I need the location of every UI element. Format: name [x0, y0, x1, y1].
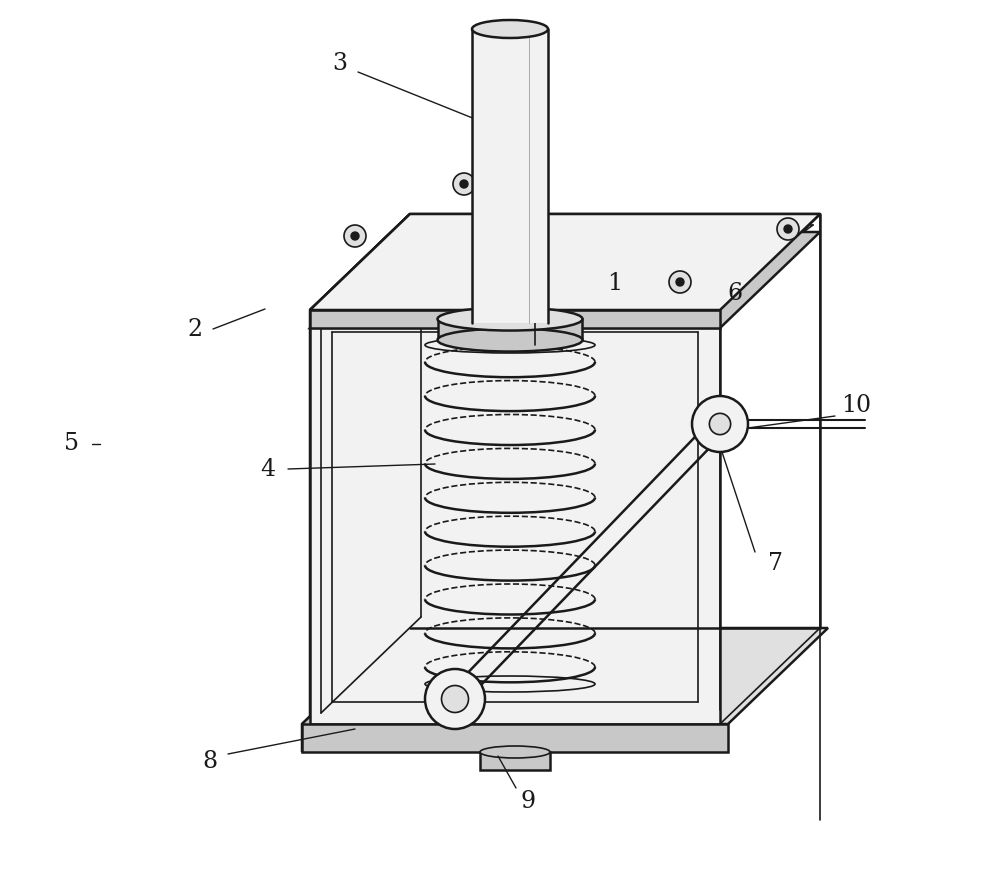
- Circle shape: [442, 685, 468, 713]
- Circle shape: [453, 173, 475, 195]
- Text: 7: 7: [768, 552, 782, 575]
- Circle shape: [777, 218, 799, 240]
- Text: 3: 3: [332, 52, 348, 75]
- Circle shape: [425, 669, 485, 729]
- Polygon shape: [310, 214, 820, 310]
- Text: 8: 8: [202, 751, 218, 774]
- Polygon shape: [310, 214, 820, 328]
- Text: 6: 6: [727, 283, 743, 306]
- Text: 1: 1: [607, 272, 623, 295]
- Circle shape: [460, 180, 468, 188]
- Circle shape: [351, 232, 359, 240]
- Circle shape: [344, 225, 366, 247]
- Polygon shape: [310, 214, 820, 310]
- Polygon shape: [310, 310, 720, 328]
- Polygon shape: [302, 628, 828, 724]
- Ellipse shape: [472, 20, 548, 38]
- Ellipse shape: [438, 308, 582, 331]
- Polygon shape: [302, 724, 728, 752]
- Circle shape: [669, 271, 691, 293]
- Circle shape: [784, 225, 792, 233]
- Circle shape: [676, 278, 684, 286]
- Ellipse shape: [480, 746, 550, 758]
- Text: 9: 9: [520, 790, 536, 813]
- Text: 4: 4: [260, 458, 276, 481]
- Polygon shape: [310, 310, 720, 724]
- Polygon shape: [438, 319, 582, 340]
- Circle shape: [709, 414, 731, 435]
- Ellipse shape: [438, 329, 582, 352]
- Text: 10: 10: [841, 394, 871, 417]
- Text: 5: 5: [64, 432, 80, 455]
- Polygon shape: [480, 752, 550, 770]
- Polygon shape: [302, 628, 402, 752]
- Bar: [472, 29, 548, 323]
- Polygon shape: [310, 214, 410, 724]
- Text: 2: 2: [187, 317, 203, 340]
- Circle shape: [692, 396, 748, 452]
